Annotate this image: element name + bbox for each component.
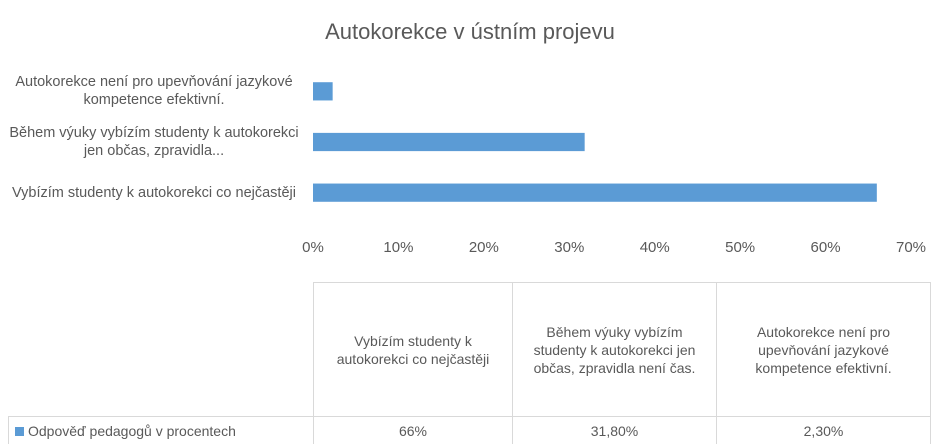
x-tick-label: 40%	[640, 239, 670, 256]
series-name: Odpověď pedagogů v procentech	[28, 422, 236, 439]
table-header: Vybízím studenty k autokorekci co nejčas…	[313, 282, 513, 417]
y-tick-label: Během výuky vybízím studenty k autokorek…	[9, 125, 299, 159]
x-tick-label: 70%	[896, 239, 926, 256]
y-tick-label: Autokorekce není pro upevňování jazykové…	[15, 74, 293, 109]
x-tick-label: 50%	[725, 239, 755, 256]
table-value: 31,80%	[512, 416, 717, 444]
data-table: Vybízím studenty k autokorekci co nejčas…	[8, 282, 931, 444]
bar	[313, 183, 877, 202]
series-cell: Odpověď pedagogů v procentech	[8, 416, 314, 444]
x-tick-label: 10%	[383, 239, 413, 256]
bar	[313, 82, 333, 101]
x-tick-label: 20%	[469, 239, 499, 256]
bar	[313, 132, 585, 152]
y-tick-label: Vybízím studenty k autokorekci co nejčas…	[12, 184, 296, 201]
x-tick-label: 30%	[554, 239, 584, 256]
chart-title: Autokorekce v ústním projevu	[325, 19, 615, 44]
table-header: Během výuky vybízím studenty k autokorek…	[512, 282, 717, 417]
blank-cell	[8, 282, 314, 417]
table-value: 66%	[313, 416, 513, 444]
plot: Autokorekce v ústním projevu 0% 10% 20% 30%…	[302, 19, 926, 256]
table-header: Autokorekce není pro upevňování jazykové…	[716, 282, 931, 417]
table-value: 2,30%	[716, 416, 931, 444]
x-tick-label: 0%	[302, 239, 324, 256]
legend-key	[15, 426, 24, 436]
x-tick-label: 60%	[811, 239, 841, 256]
